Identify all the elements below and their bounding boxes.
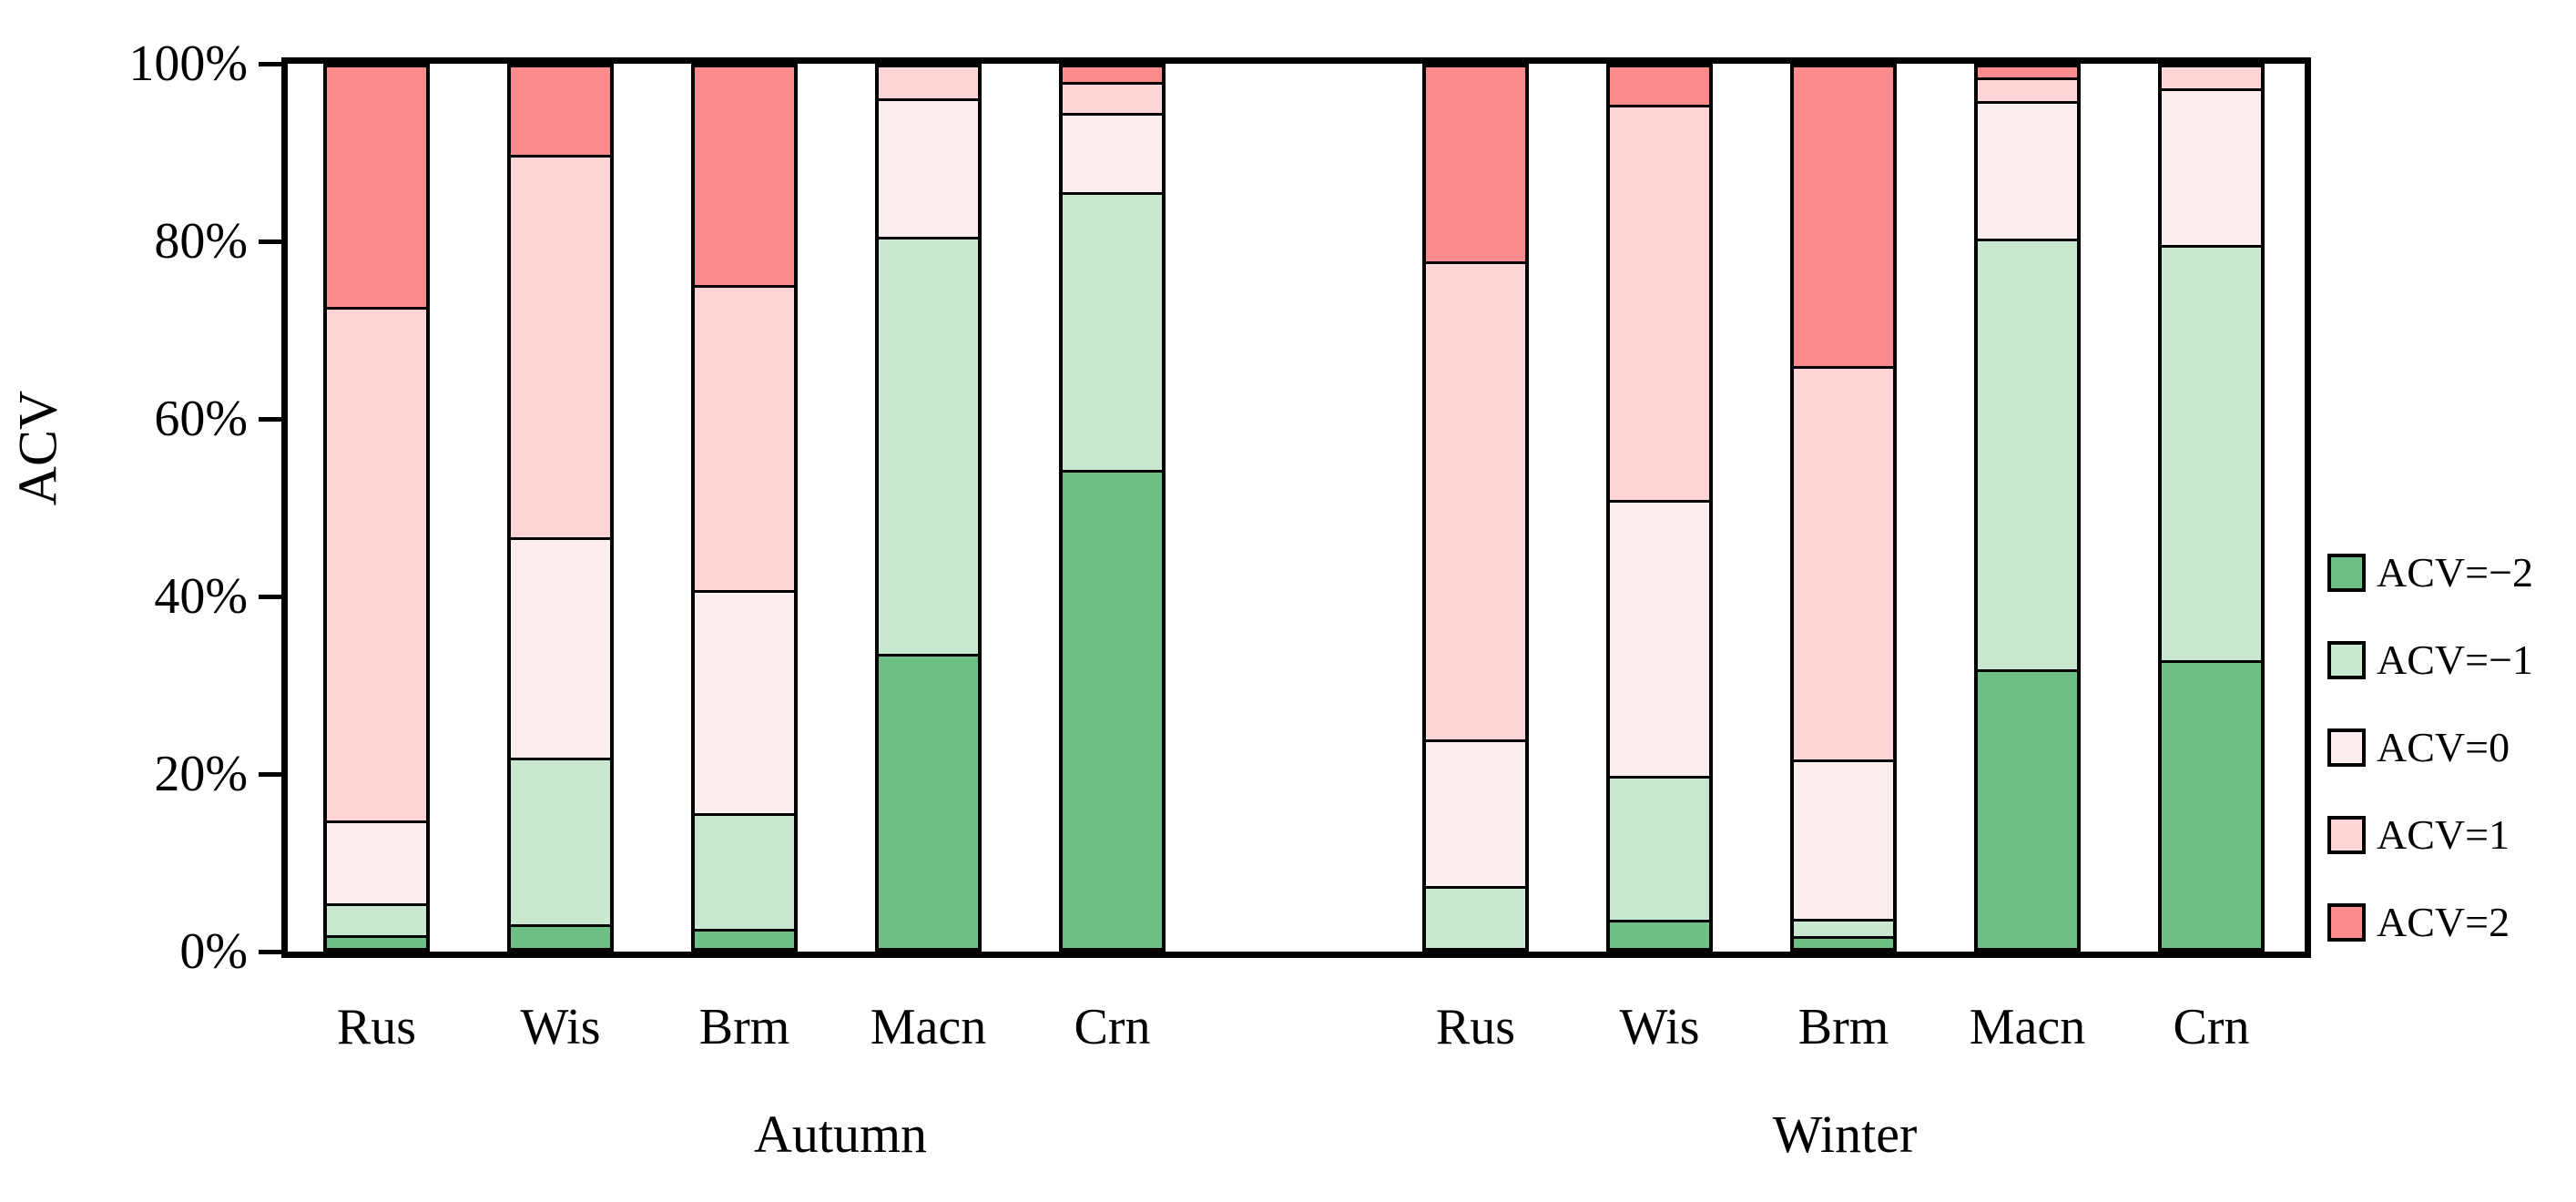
bar-segment-acv=−1 [695, 812, 794, 929]
bar-segment-acv=1 [1426, 260, 1525, 739]
bar-segment-acv=2 [511, 67, 610, 155]
bar-segment-acv=1 [1063, 82, 1162, 113]
bar-segment-acv=2 [1063, 67, 1162, 83]
bar-segment-acv=2 [1978, 67, 2077, 78]
bar-segment-acv=2 [1610, 67, 1709, 106]
y-tick-mark [259, 61, 288, 66]
bar-segment-acv=−2 [327, 934, 426, 948]
bar-segment-acv=−1 [511, 757, 610, 925]
category-label-wis: Wis [520, 999, 601, 1055]
bar-segment-acv=−1 [1426, 885, 1525, 948]
y-tick-mark [259, 771, 288, 777]
bar-segment-acv=2 [1794, 67, 1893, 366]
bar-segment-acv=2 [1426, 67, 1525, 261]
y-tick-mark [259, 949, 288, 954]
bar-segment-acv=−2 [879, 654, 978, 948]
bar-segment-acv=2 [327, 67, 426, 307]
bar-winter-crn [2158, 64, 2265, 952]
bar-segment-acv=0 [1610, 499, 1709, 776]
bar-segment-acv=−1 [1610, 775, 1709, 921]
category-label-rus: Rus [1435, 999, 1516, 1055]
y-tick-label: 60% [154, 391, 248, 447]
bar-winter-macn [1974, 64, 2081, 952]
bar-segment-acv=0 [511, 536, 610, 758]
bar-segment-acv=0 [327, 820, 426, 904]
bar-segment-acv=−2 [1978, 669, 2077, 948]
legend-swatch-icon [2327, 641, 2366, 679]
bar-segment-acv=0 [1794, 759, 1893, 920]
bar-winter-brm [1790, 64, 1897, 952]
bar-segment-acv=0 [695, 590, 794, 813]
bar-segment-acv=0 [2162, 87, 2261, 245]
bar-segment-acv=0 [1063, 112, 1162, 192]
bar-segment-acv=−1 [879, 236, 978, 655]
bar-segment-acv=−1 [1794, 919, 1893, 937]
y-tick-label: 100% [128, 36, 248, 92]
bar-segment-acv=0 [1978, 101, 2077, 239]
y-tick-label: 40% [154, 568, 248, 625]
bar-autumn-crn [1059, 64, 1166, 952]
legend-entry: ACV=1 [2327, 814, 2533, 856]
bar-autumn-brm [691, 64, 798, 952]
bar-autumn-macn [875, 64, 982, 952]
legend-swatch-icon [2327, 554, 2366, 592]
legend-swatch-icon [2327, 816, 2366, 854]
bar-segment-acv=−2 [2162, 659, 2261, 948]
bar-segment-acv=2 [695, 67, 794, 285]
bar-segment-acv=−2 [1794, 936, 1893, 948]
bar-autumn-rus [323, 64, 430, 952]
bar-segment-acv=−2 [511, 924, 610, 948]
category-label-crn: Crn [1074, 999, 1151, 1055]
legend: ACV=−2 ACV=−1 ACV=0 ACV=1 ACV=2 [2327, 552, 2533, 989]
legend-entry: ACV=−1 [2327, 639, 2533, 681]
y-tick-mark [259, 416, 288, 422]
bar-segment-acv=−1 [327, 903, 426, 935]
plot-area [281, 57, 2311, 958]
bar-segment-acv=0 [1426, 739, 1525, 886]
group-label-winter: Winter [1772, 1105, 1918, 1164]
category-label-macn: Macn [870, 999, 987, 1055]
bar-autumn-wis [507, 64, 614, 952]
bar-segment-acv=−1 [1978, 239, 2077, 670]
bar-segment-acv=1 [327, 306, 426, 821]
group-label-autumn: Autumn [753, 1105, 928, 1164]
category-label-brm: Brm [698, 999, 790, 1055]
y-tick-label: 20% [154, 746, 248, 802]
y-tick-mark [259, 594, 288, 599]
bar-segment-acv=0 [879, 98, 978, 237]
category-label-brm: Brm [1797, 999, 1889, 1055]
bar-segment-acv=−1 [2162, 244, 2261, 660]
legend-entry: ACV=0 [2327, 727, 2533, 769]
legend-entry-label: ACV=1 [2377, 811, 2510, 858]
bar-segment-acv=1 [1794, 365, 1893, 760]
bar-segment-acv=1 [1610, 105, 1709, 500]
legend-swatch-icon [2327, 903, 2366, 942]
category-label-macn: Macn [1969, 999, 2086, 1055]
bar-segment-acv=−2 [1063, 469, 1162, 949]
category-label-wis: Wis [1619, 999, 1700, 1055]
category-label-rus: Rus [336, 999, 417, 1055]
bar-segment-acv=1 [511, 154, 610, 537]
bar-segment-acv=1 [1978, 77, 2077, 102]
bar-segment-acv=1 [695, 284, 794, 591]
bar-segment-acv=−2 [695, 928, 794, 948]
legend-entry-label: ACV=2 [2377, 899, 2510, 945]
y-tick-label: 0% [179, 923, 248, 980]
legend-entry: ACV=−2 [2327, 552, 2533, 594]
y-tick-mark [259, 239, 288, 244]
legend-entry-label: ACV=0 [2377, 724, 2510, 770]
bar-segment-acv=−2 [1610, 920, 1709, 948]
legend-swatch-icon [2327, 728, 2366, 767]
legend-entry-label: ACV=−1 [2377, 637, 2534, 683]
bar-segment-acv=1 [879, 67, 978, 99]
legend-entry-label: ACV=−2 [2377, 549, 2534, 596]
bar-winter-wis [1606, 64, 1713, 952]
y-tick-label: 80% [154, 213, 248, 270]
bar-segment-acv=−1 [1063, 191, 1162, 470]
bar-winter-rus [1422, 64, 1529, 952]
legend-entry: ACV=2 [2327, 902, 2533, 943]
bar-segment-acv=1 [2162, 67, 2261, 88]
category-label-crn: Crn [2173, 999, 2250, 1055]
